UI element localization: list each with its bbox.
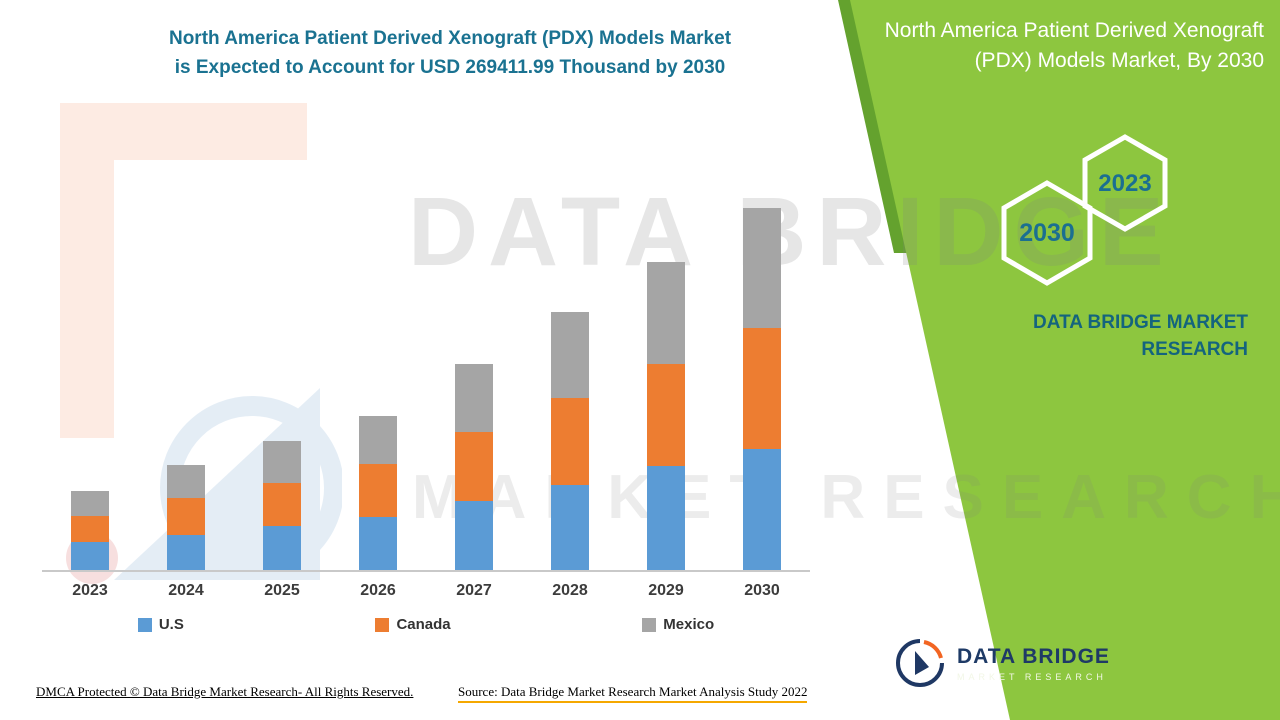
- bar-column: [714, 208, 810, 570]
- hexagon-outline: [1082, 134, 1168, 232]
- bar-segment-canada: [551, 398, 589, 485]
- chart-headline-line2: is Expected to Account for USD 269411.99…: [174, 57, 726, 79]
- legend-label: Mexico: [663, 616, 715, 633]
- x-axis-label: 2030: [744, 582, 780, 599]
- bar-segment-canada: [647, 364, 685, 466]
- footer-logo-brand: DATA BRIDGE: [957, 644, 1110, 668]
- hexagon-badge-2030-label: 2030: [1019, 219, 1075, 247]
- x-axis-label: 2023: [72, 582, 108, 599]
- legend-label: U.S: [158, 616, 184, 633]
- bar-segment-canada: [263, 483, 301, 527]
- bar-segment-us: [263, 526, 301, 570]
- x-axis-label: 2025: [264, 582, 300, 599]
- legend-item: Mexico: [642, 616, 714, 633]
- bar-column: [234, 441, 330, 570]
- x-axis-label: 2027: [456, 582, 492, 599]
- x-axis-label: 2029: [648, 582, 684, 599]
- bar-segment-canada: [743, 328, 781, 450]
- bar-segment-mexico: [743, 208, 781, 329]
- logo-watermark-bracket: [60, 103, 307, 438]
- bar-column: [426, 363, 522, 570]
- hexagon-badge-2023-label: 2023: [1098, 170, 1151, 197]
- footer-logo: DATA BRIDGE MARKET RESEARCH: [893, 636, 1110, 690]
- bar-segment-canada: [359, 464, 397, 518]
- bar-segment-us: [647, 466, 685, 570]
- chart-headline: North America Patient Derived Xenograft …: [95, 24, 805, 83]
- green-edge-accent: [838, 0, 908, 253]
- bar-column: [42, 491, 138, 570]
- bar-column: [138, 465, 234, 570]
- legend-swatch: [375, 617, 390, 632]
- x-axis-labels: 2023 2024 2025 2026 2027 2028 2029 2030: [42, 582, 810, 600]
- chart-headline-line1: North America Patient Derived Xenograft …: [168, 28, 732, 49]
- bar-segment-mexico: [167, 465, 205, 499]
- x-axis-label: 2026: [360, 582, 396, 599]
- bar-segment-mexico: [647, 262, 685, 364]
- dmca-notice: DMCA Protected © Data Bridge Market Rese…: [36, 684, 414, 699]
- bar-segment-mexico: [359, 416, 397, 465]
- bar-column: [618, 262, 714, 570]
- bar-column: [330, 416, 426, 570]
- bar-segment-us: [455, 500, 493, 570]
- side-panel-brand-text: DATA BRIDGE MARKET RESEARCH: [1033, 312, 1248, 360]
- bar-segment-us: [551, 484, 589, 570]
- bar-segment-us: [359, 517, 397, 570]
- stacked-bar-chart: [42, 190, 810, 572]
- legend-item: Canada: [375, 616, 451, 633]
- bar-column: [522, 312, 618, 570]
- side-panel-title: North America Patient Derived Xenograft …: [884, 19, 1264, 73]
- chart-legend: U.S Canada Mexico: [42, 616, 810, 633]
- bar-segment-us: [167, 535, 205, 570]
- bar-segment-mexico: [551, 312, 589, 399]
- hexagon-badge-2023: 2023: [1080, 134, 1170, 237]
- bar-segment-us: [743, 449, 781, 570]
- green-panel: [850, 0, 1280, 720]
- legend-item: U.S: [137, 616, 184, 633]
- legend-swatch: [642, 617, 657, 632]
- bar-segment-mexico: [455, 363, 493, 432]
- legend-label: Canada: [396, 616, 451, 633]
- footer-logo-sub: MARKET RESEARCH: [957, 671, 1107, 682]
- bar-segment-canada: [71, 516, 109, 543]
- watermark-data-bridge: DATA BRIDGE: [408, 177, 1174, 286]
- x-axis-label: 2024: [168, 582, 204, 599]
- bar-segment-canada: [455, 431, 493, 501]
- x-axis-label: 2028: [552, 582, 588, 599]
- bar-segment-us: [71, 542, 109, 570]
- bar-segment-mexico: [263, 441, 301, 484]
- data-bridge-logo-icon: [896, 639, 944, 687]
- bar-segment-canada: [167, 498, 205, 536]
- legend-swatch: [137, 617, 152, 632]
- bar-segment-mexico: [71, 491, 109, 517]
- source-citation: Source: Data Bridge Market Research Mark…: [458, 684, 808, 703]
